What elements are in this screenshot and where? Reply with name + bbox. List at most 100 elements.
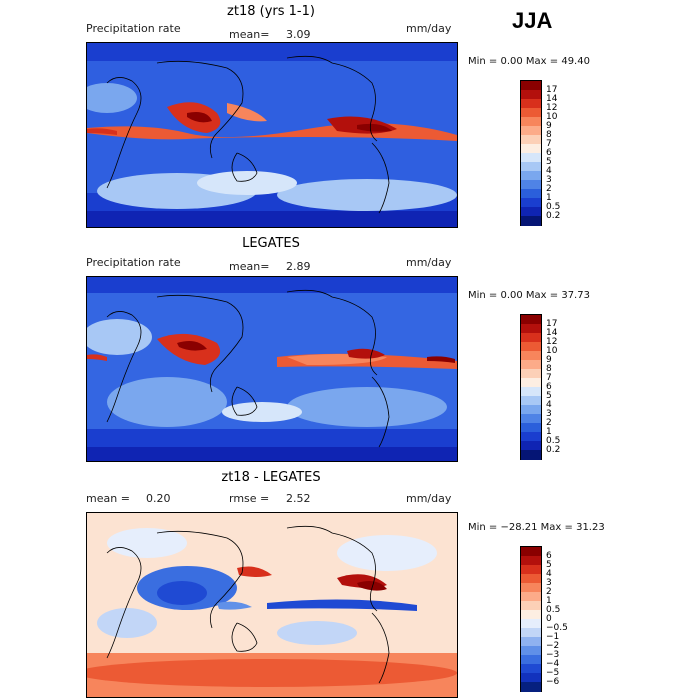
colorbar-swatch [521,396,541,406]
panel-title: zt18 (yrs 1-1) [227,4,315,19]
colorbar-tick-label: 12 [546,103,558,113]
colorbar-tick-label: 14 [546,94,558,104]
units-label: mm/day [406,256,452,269]
colorbar-tick-label: 0.5 [546,436,561,446]
colorbar-tick-label: 14 [546,328,558,338]
colorbar-tick-label: −4 [546,659,560,669]
colorbar-swatch [521,153,541,163]
colorbar-swatch [521,387,541,397]
colorbar-swatch [521,135,541,145]
colorbar-swatch [521,646,541,656]
colorbar-swatch [521,90,541,100]
colorbar-tick-label: 2 [546,184,552,194]
colorbar-swatch [521,655,541,665]
colorbar-swatch [521,171,541,181]
colorbar-tick-label: 6 [546,148,552,158]
colorbar-tick-label: 0.5 [546,202,561,212]
colorbar-tick-label: 5 [546,157,552,167]
panel-title: LEGATES [242,236,300,251]
colorbar-swatch [521,144,541,154]
panel-title: zt18 - LEGATES [221,470,321,485]
colorbar-swatch [521,108,541,118]
colorbar-tick-label: 4 [546,166,552,176]
colorbar-swatch [521,592,541,602]
colorbar-swatch [521,207,541,217]
colorbar-swatch [521,189,541,199]
mean-label: mean= [229,28,270,41]
colorbar-tick-label: 3 [546,409,552,419]
colorbar [520,314,542,460]
colorbar-swatch [521,99,541,109]
colorbar-tick-label: 8 [546,130,552,140]
colorbar-tick-label: 6 [546,551,552,561]
colorbar-tick-label: −3 [546,650,560,660]
colorbar-tick-label: 10 [546,112,558,122]
colorbar-tick-label: 0 [546,614,552,624]
colorbar-swatch [521,414,541,424]
colorbar-tick-label: 3 [546,578,552,588]
colorbar-tick-label: 8 [546,364,552,374]
variable-label: Precipitation rate [86,256,181,269]
colorbar-swatch [521,601,541,611]
colorbar-tick-label: 4 [546,569,552,579]
colorbar-tick-label: 0.2 [546,211,561,221]
colorbar-swatch [521,369,541,379]
colorbar-swatch [521,637,541,647]
colorbar-swatch [521,216,541,226]
colorbar-swatch [521,378,541,388]
colorbar-swatch [521,664,541,674]
colorbar-swatch [521,583,541,593]
colorbar-tick-label: 0.2 [546,445,561,455]
season-label: JJA [512,8,553,33]
colorbar-swatch [521,682,541,692]
colorbar-swatch [521,126,541,136]
colorbar-swatch [521,360,541,370]
colorbar-tick-label: 2 [546,418,552,428]
colorbar-tick-label: −6 [546,677,560,687]
colorbar [520,80,542,226]
colorbar-swatch [521,333,541,343]
rmse-value: 2.52 [286,492,311,505]
colorbar-swatch [521,450,541,460]
colorbar-tick-label: 2 [546,587,552,597]
rmse-label: rmse = [229,492,270,505]
difference-map [86,512,458,698]
colorbar-tick-label: 1 [546,596,552,606]
colorbar-swatch [521,547,541,557]
colorbar-swatch [521,162,541,172]
colorbar-swatch [521,81,541,91]
colorbar-swatch [521,619,541,629]
colorbar-swatch [521,565,541,575]
colorbar-swatch [521,351,541,361]
units-label: mm/day [406,22,452,35]
colorbar-swatch [521,628,541,638]
min-max-readout: Min = −28.21 Max = 31.23 [468,522,605,533]
colorbar-tick-label: 1 [546,193,552,203]
colorbar-swatch [521,324,541,334]
mean-value: 3.09 [286,28,311,41]
variable-label: Precipitation rate [86,22,181,35]
colorbar-tick-label: 5 [546,391,552,401]
colorbar-tick-label: 17 [546,319,558,329]
mean-label: mean= [229,260,270,273]
colorbar-tick-label: 0.5 [546,605,561,615]
colorbar-swatch [521,441,541,451]
colorbar-tick-label: 17 [546,85,558,95]
colorbar-swatch [521,315,541,325]
colorbar [520,546,542,692]
colorbar-swatch [521,574,541,584]
colorbar-swatch [521,405,541,415]
mean-value: 2.89 [286,260,311,273]
precip-map [86,42,458,228]
colorbar-swatch [521,198,541,208]
colorbar-swatch [521,610,541,620]
colorbar-tick-label: 4 [546,400,552,410]
colorbar-tick-label: −2 [546,641,560,651]
colorbar-tick-label: 7 [546,373,552,383]
colorbar-tick-label: −0.5 [546,623,568,633]
colorbar-tick-label: 12 [546,337,558,347]
colorbar-swatch [521,180,541,190]
colorbar-tick-label: 1 [546,427,552,437]
colorbar-tick-label: −1 [546,632,560,642]
colorbar-tick-label: 3 [546,175,552,185]
